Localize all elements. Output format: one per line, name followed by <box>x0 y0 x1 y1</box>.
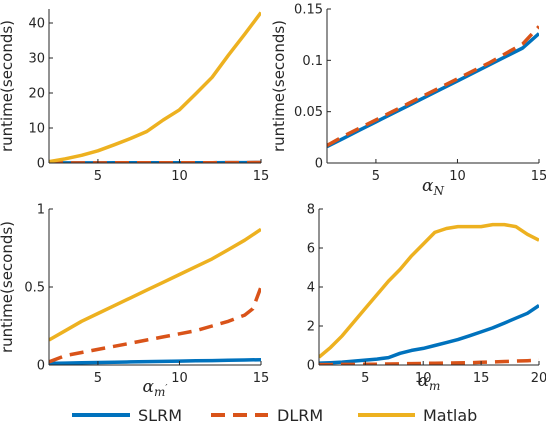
legend-label: Matlab <box>423 406 477 425</box>
x-tick-label: 10 <box>449 169 466 184</box>
panel-4: 0 2 4 6 8 5 10 15 20 αm <box>307 203 546 394</box>
x-tick-label: 5 <box>94 169 102 184</box>
y-tick-label: 0.1 <box>302 54 323 69</box>
y-tick-label: 4 <box>307 281 315 296</box>
x-tick-label: 15 <box>531 169 546 184</box>
y-tick-label: 20 <box>28 87 45 102</box>
legend: SLRM DLRM Matlab <box>72 406 477 425</box>
x-tick-label: 15 <box>473 371 490 386</box>
y-tick-label: 0 <box>37 359 45 374</box>
legend-label: SLRM <box>138 406 182 425</box>
x-tick-label: 5 <box>94 371 102 386</box>
series-dlrm-line <box>319 358 539 365</box>
series-dlrm-line <box>49 286 261 364</box>
y-axis-label: runtime(seconds) <box>270 20 288 152</box>
series-dlrm-line <box>327 25 539 148</box>
series-matlab-line <box>49 227 261 342</box>
y-tick-label: 0 <box>37 157 45 172</box>
y-axis-label: runtime(seconds) <box>0 221 16 353</box>
legend-item-slrm: SLRM <box>72 406 182 425</box>
panel-2: 0 0.05 0.1 0.15 5 10 15 runtime(seconds) αN <box>270 3 546 199</box>
y-tick-label: 30 <box>28 52 45 67</box>
legend-label: DLRM <box>277 406 323 425</box>
x-tick-label: 10 <box>171 169 188 184</box>
y-tick-label: 0 <box>307 359 315 374</box>
x-axis-label: αN <box>422 176 444 198</box>
series-lines <box>49 227 261 365</box>
series-matlab-line <box>49 11 261 163</box>
x-tick-label: 20 <box>531 371 546 386</box>
panel-1: 0 10 20 30 40 5 10 15 runtime(seconds) <box>0 9 269 184</box>
series-lines <box>49 11 261 163</box>
y-tick-label: 2 <box>307 320 315 335</box>
y-tick-label: 0.05 <box>294 105 323 120</box>
series-lines <box>327 25 539 149</box>
series-lines <box>319 222 539 365</box>
x-tick-label: 5 <box>361 371 369 386</box>
y-tick-label: 6 <box>307 242 315 257</box>
legend-item-matlab: Matlab <box>358 406 477 425</box>
x-tick-label: 5 <box>372 169 380 184</box>
y-axis-label: runtime(seconds) <box>0 20 16 152</box>
legend-item-dlrm: DLRM <box>211 406 323 425</box>
y-tick-label: 40 <box>28 17 45 32</box>
y-tick-label: 0.15 <box>294 3 323 18</box>
x-axis-label: αm′ <box>143 377 168 399</box>
x-axis-label: αm <box>418 371 441 393</box>
y-tick-label: 0 <box>315 157 323 172</box>
series-matlab-line <box>319 222 539 359</box>
y-tick-label: 8 <box>307 203 315 218</box>
x-tick-label: 15 <box>253 371 270 386</box>
series-slrm-line <box>49 357 261 365</box>
y-tick-label: 0.5 <box>24 281 45 296</box>
x-tick-label: 10 <box>415 371 432 386</box>
x-tick-label: 10 <box>171 371 188 386</box>
y-tick-label: 1 <box>37 203 45 218</box>
series-slrm-line <box>319 304 539 365</box>
y-tick-label: 10 <box>28 122 45 137</box>
series-slrm-line <box>327 32 539 149</box>
x-tick-label: 15 <box>253 169 270 184</box>
